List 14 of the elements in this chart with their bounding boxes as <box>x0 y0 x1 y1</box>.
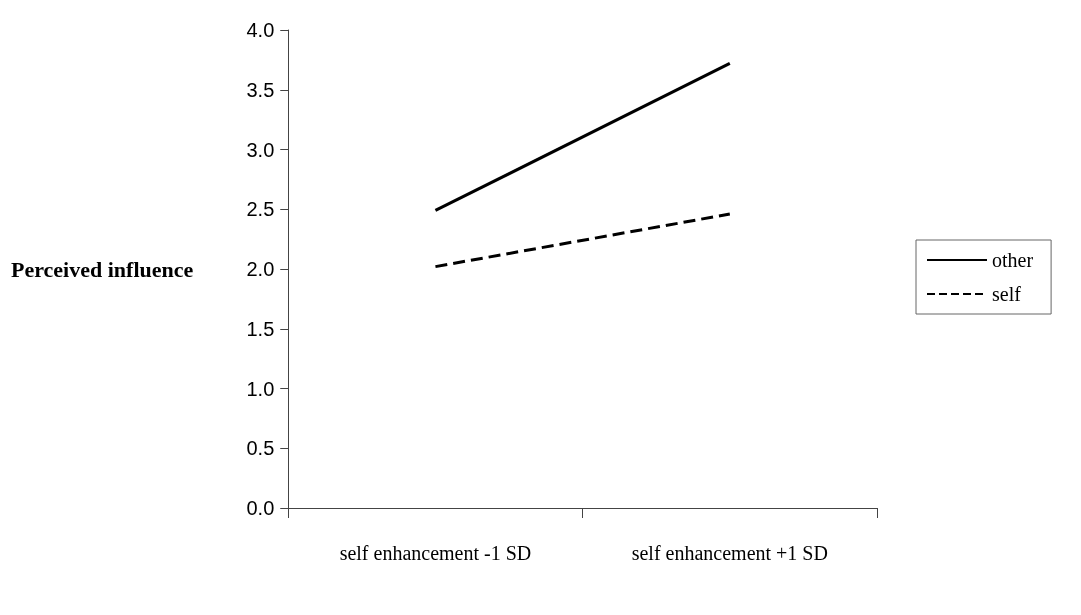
y-tick-label: 3.0 <box>246 138 275 161</box>
y-tick-label: 0.5 <box>246 437 275 460</box>
y-tick-label: 0.0 <box>246 497 275 519</box>
y-tick-label: 1.0 <box>246 377 275 400</box>
legend-label: other <box>992 249 1034 271</box>
x-tick-label: self enhancement +1 SD <box>631 542 828 564</box>
legend-label: self <box>992 283 1022 305</box>
y-axis-title: Perceived influence <box>11 256 194 282</box>
y-tick-label: 2.5 <box>246 198 275 221</box>
y-tick-label: 1.5 <box>246 317 275 340</box>
y-tick-label: 4.0 <box>246 19 275 41</box>
x-tick-label: self enhancement -1 SD <box>339 542 532 564</box>
y-tick-label: 3.5 <box>246 78 275 101</box>
y-tick-label: 2.0 <box>246 258 275 280</box>
